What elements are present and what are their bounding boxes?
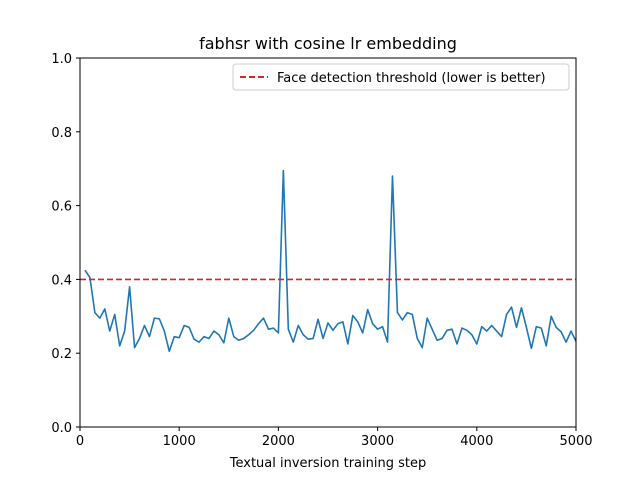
series-line <box>84 169 577 353</box>
legend-label-threshold: Face detection threshold (lower is bette… <box>277 71 546 86</box>
y-tick-label: 0.0 <box>51 421 72 436</box>
axes-frame <box>79 57 577 428</box>
x-tick-label: 5000 <box>559 434 592 449</box>
x-tick-label: 1000 <box>163 434 196 449</box>
legend-box <box>232 63 570 91</box>
chart-title: fabhsr with cosine lr embedding <box>199 34 457 53</box>
y-tick-label: 0.4 <box>51 273 72 288</box>
y-tick-label: 1.0 <box>51 52 72 67</box>
x-tick-label: 4000 <box>460 434 493 449</box>
y-tick-label: 0.2 <box>51 347 72 362</box>
plot-area <box>79 57 577 428</box>
x-tick-label: 3000 <box>361 434 394 449</box>
y-tick-label: 0.8 <box>51 126 72 141</box>
x-axis: 0 1000 2000 3000 4000 5000 <box>76 427 593 449</box>
y-tick-label: 0.6 <box>51 200 72 215</box>
y-axis: 0.0 0.2 0.4 0.6 0.8 1.0 <box>51 52 80 436</box>
x-tick-label: 2000 <box>262 434 295 449</box>
x-tick-label: 0 <box>76 434 84 449</box>
legend: Face detection threshold (lower is bette… <box>232 63 570 91</box>
x-axis-label: Textual inversion training step <box>229 456 426 471</box>
